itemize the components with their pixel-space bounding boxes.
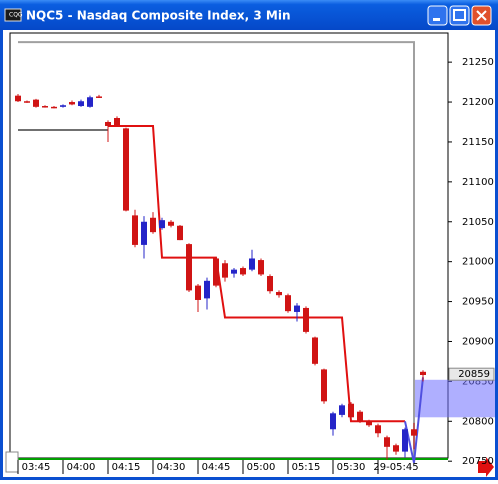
candle-body [258,260,264,275]
candle-body [78,101,84,107]
candle-body [330,413,336,430]
candle-body [159,220,165,229]
candle-body [321,369,327,402]
y-tick-label: 21100 [462,177,494,188]
y-tick-label: 21250 [462,57,494,68]
candle-body [411,429,417,436]
candle-body [132,215,138,245]
app-icon [4,8,22,22]
x-tick-label: 04:45 [202,462,231,473]
candle-body [366,421,372,426]
y-tick-label: 20750 [462,456,494,467]
last-price-label: 20859 [458,369,490,380]
candle-body [114,118,120,126]
candle-body [33,99,39,107]
candle-body [393,445,399,452]
x-tick-label: 04:00 [67,462,96,473]
candle-body [231,269,237,274]
candle-body [87,97,93,107]
candle-body [177,225,183,241]
candle-body [150,217,156,233]
plot-area [9,32,449,459]
candle-body [195,285,201,300]
candle-body [240,268,246,275]
close-button[interactable] [471,5,492,26]
candle-body [24,101,30,103]
candle-body [123,128,129,211]
candle-body [69,102,75,105]
candle-body [186,244,192,291]
min-button[interactable] [427,5,448,26]
candle-body [141,221,147,245]
y-tick-label: 20950 [462,297,494,308]
y-tick-label: 21050 [462,217,494,228]
app-icon-glyph: CQG [9,12,23,19]
candle-body [339,405,345,415]
last-price-box [448,367,495,381]
candle-body [42,106,48,108]
max-button[interactable] [449,5,470,26]
candle-body [285,295,291,312]
candle-body [96,96,102,98]
candle-body [276,291,282,296]
x-tick-label: 03:45 [22,462,51,473]
x-tick-label: 29-05:45 [373,462,418,473]
y-tick-label: 20800 [462,416,494,427]
highlight-zone [415,379,495,418]
candle-body [204,280,210,299]
indicator-line [18,41,415,463]
x-tick-label: 04:15 [112,462,141,473]
candle-body [267,276,273,292]
y-tick-label: 20900 [462,336,494,347]
y-tick-label: 21150 [462,137,494,148]
candle-body [168,221,174,226]
candle-body [384,437,390,447]
window-title: NQC5 - Nasdaq Composite Index, 3 Min [26,9,291,23]
candle-body [303,307,309,332]
candle-body [348,403,354,418]
candle-body [375,425,381,434]
candle-body [222,263,228,278]
y-tick-label: 21000 [462,257,494,268]
candle-body [60,105,66,107]
candle-body [402,429,408,452]
candle-body [420,371,426,375]
y-tick-label: 21200 [462,97,494,108]
scroll-box[interactable] [5,451,19,473]
candle-body [312,337,318,364]
x-tick-label: 04:30 [157,462,186,473]
scroll-arrow[interactable] [478,457,494,477]
candle-body [357,411,363,422]
candle-body [213,258,219,286]
candle-body [15,95,21,102]
x-tick-label: 05:00 [247,462,276,473]
candle-body [105,121,111,126]
candle-body [249,258,255,270]
title-bar [0,0,498,30]
candle-body [294,305,300,312]
x-tick-label: 05:15 [292,462,321,473]
candle-body [51,106,57,109]
x-tick-label: 05:30 [337,462,366,473]
